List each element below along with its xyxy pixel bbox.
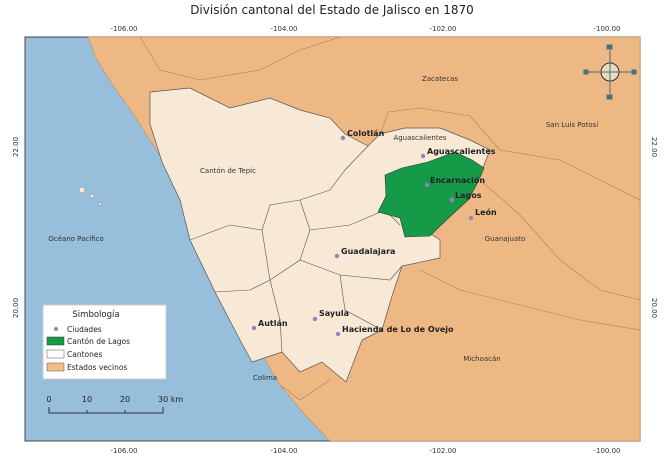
label-zacatecas: Zacatecas (422, 75, 458, 83)
city-label: León (475, 207, 497, 217)
city-label: Colotlán (347, 129, 385, 138)
city-dot (420, 153, 426, 159)
legend-item: Cantón de Lagos (67, 337, 130, 346)
lon-tick-top: -100.00 (593, 25, 620, 33)
scale-bar: 0 10 20 30 km (46, 395, 183, 414)
lon-tick-top: -102.00 (429, 25, 456, 33)
label-aguascalientes-state: Aguascalientes (393, 134, 446, 142)
city-label: Sayula (319, 309, 349, 318)
legend-item: Estados vecinos (67, 363, 127, 372)
north-arrow-icon (583, 44, 637, 100)
jalisco-cantones (149, 87, 491, 383)
canton-borders (189, 145, 403, 353)
city-dot (334, 253, 340, 259)
legend-cantones-swatch (46, 349, 65, 359)
island (89, 193, 95, 199)
city-dot (335, 331, 341, 337)
lat-tick-right: 20.00 (650, 298, 658, 318)
legend-lagos-swatch (46, 336, 65, 346)
scale-label: 20 (120, 395, 130, 404)
city-dot (340, 135, 346, 141)
scale-label: 30 km (158, 395, 183, 404)
label-colima: Colima (253, 374, 277, 382)
legend-item: Cantones (67, 350, 102, 359)
label-ocean: Océano Pacífico (48, 235, 103, 243)
lat-tick-right: 22.00 (650, 137, 658, 157)
lon-tick-bottom: -104.00 (270, 447, 297, 455)
lon-tick-bottom: -102.00 (429, 447, 456, 455)
legend-neighbors-swatch (46, 362, 65, 372)
city-label: Aguascalientes (427, 147, 496, 156)
lon-tick-top: -106.00 (110, 25, 137, 33)
label-michoacan: Michoacán (463, 355, 500, 363)
lat-tick-left: 22.00 (12, 137, 20, 157)
scale-label: 0 (46, 395, 51, 404)
label-tepic: Cantón de Tepic (200, 167, 256, 175)
city-dot (468, 215, 474, 221)
city-dot (424, 182, 430, 188)
city-dot (449, 197, 455, 203)
legend: Simbología Ciudades Cantón de Lagos Cant… (42, 304, 167, 380)
island (98, 202, 102, 206)
city-label: Hacienda de Lo de Ovejo (342, 325, 454, 334)
island (78, 186, 86, 194)
city-label: Encarnación (430, 175, 485, 185)
legend-item: Ciudades (67, 325, 102, 334)
map-title: División cantonal del Estado de Jalisco … (190, 3, 474, 17)
city-dot (251, 325, 257, 331)
city-label: Autlán (258, 319, 288, 328)
legend-city-symbol (54, 327, 58, 331)
state-borders (139, 36, 641, 401)
city-label: Lagos (455, 191, 482, 200)
label-guanajuato: Guanajuato (485, 235, 526, 243)
scale-label: 10 (82, 395, 92, 404)
city-label: Guadalajara (341, 247, 395, 256)
lon-tick-bottom: -106.00 (110, 447, 137, 455)
label-slp: San Luis Potosí (546, 121, 599, 129)
lat-tick-left: 20.00 (12, 298, 20, 318)
city-dot (312, 316, 318, 322)
lon-tick-bottom: -100.00 (593, 447, 620, 455)
canton-de-lagos (377, 151, 485, 238)
lon-tick-top: -104.00 (270, 25, 297, 33)
legend-title: Simbología (72, 310, 119, 320)
